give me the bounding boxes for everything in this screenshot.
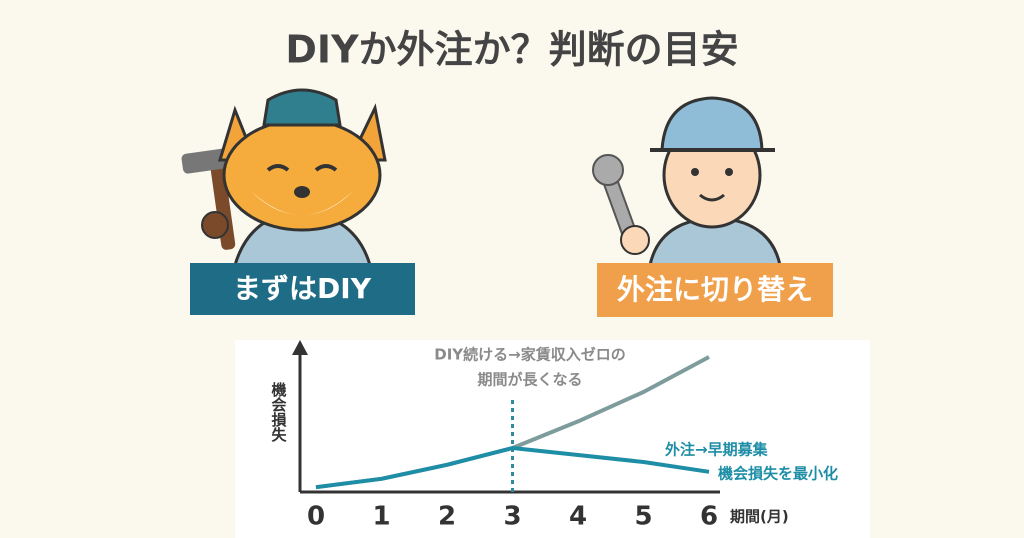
annotation: DIY続ける→家賃収入ゼロの (434, 346, 625, 364)
y-axis-label: 機会損失 (270, 381, 288, 443)
x-tick-label: 5 (634, 502, 652, 532)
y-axis-arrow (292, 340, 308, 355)
annotation: 期間が長くなる (477, 371, 582, 389)
x-tick-label: 4 (569, 502, 587, 532)
badge (597, 263, 833, 317)
x-axis-label: 期間(月) (730, 508, 789, 526)
badge (190, 263, 415, 315)
annotation: 機会損失を最小化 (718, 465, 838, 483)
annotation: 外注→早期募集 (664, 441, 769, 459)
chart: 機会損失 期間(月) (270, 340, 789, 526)
worker-illustration (592, 96, 782, 267)
x-tick-label: 0 (307, 502, 325, 532)
fox-illustration (181, 88, 387, 267)
x-tick-label: 2 (438, 502, 456, 532)
x-tick-label: 6 (700, 502, 718, 532)
series-line (315, 446, 710, 490)
chart-area (235, 340, 870, 538)
badge-text: 外注に切り替え (617, 273, 813, 306)
badge-text: まずはDIY (233, 272, 372, 305)
x-tick-label: 1 (372, 502, 390, 532)
x-tick-label: 3 (503, 502, 521, 532)
title: DIYか外注か？判断の目安 (285, 28, 738, 72)
